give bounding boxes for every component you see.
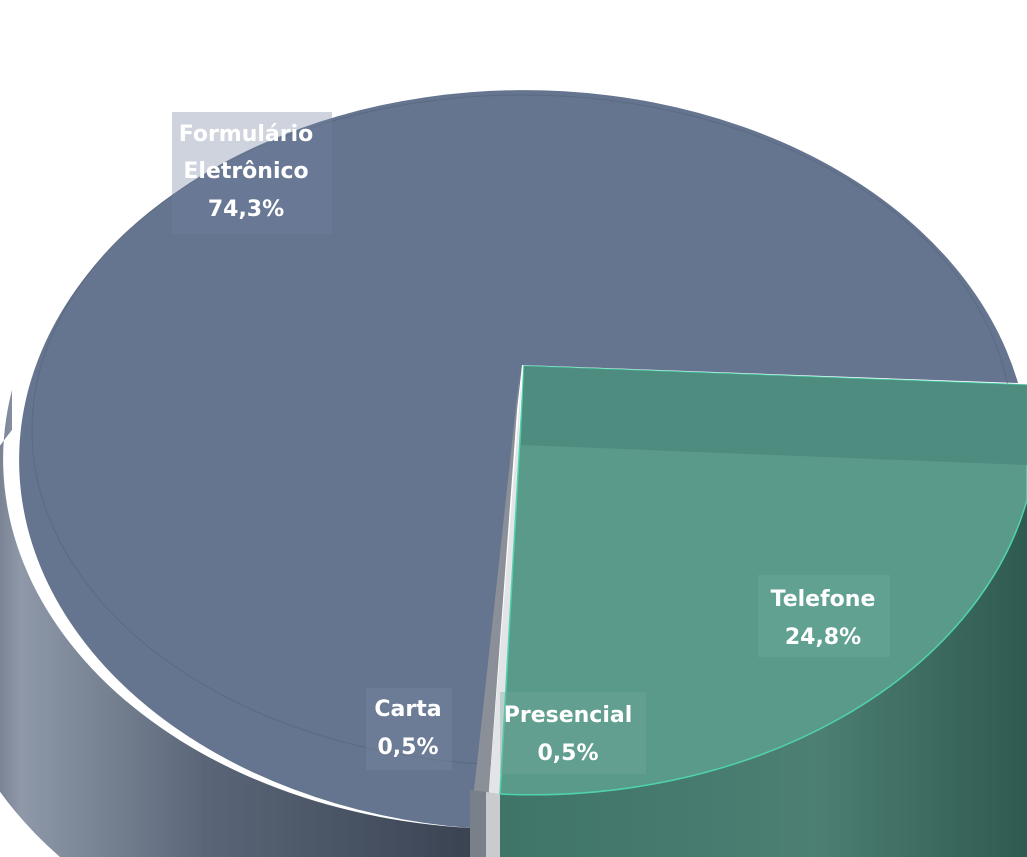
slice-telefone [499, 365, 1027, 796]
label-telefone-name: Telefone [771, 587, 876, 612]
slice-presencial [486, 370, 522, 832]
label-carta-name: Carta [374, 697, 441, 722]
label-presencial-percent: 0,5% [537, 741, 598, 766]
slice-telefone-side [500, 480, 1027, 857]
slice-carta [470, 370, 520, 830]
label-box-formulario [172, 112, 332, 234]
label-carta-percent: 0,5% [377, 735, 438, 760]
label-box-carta [366, 688, 452, 770]
label-formulario-line2: Eletrônico [183, 159, 308, 184]
label-formulario-line1: Formulário [179, 122, 314, 147]
slice-formulario [19, 90, 1018, 828]
slice-formulario-side [0, 390, 470, 857]
label-telefone-percent: 24,8% [785, 625, 861, 650]
label-formulario-percent: 74,3% [208, 197, 284, 222]
slice-carta-side [470, 790, 486, 857]
slice-telefone-band [521, 366, 1027, 465]
label-box-presencial [500, 692, 646, 774]
label-box-telefone [758, 575, 890, 657]
slice-presencial-side [486, 792, 500, 857]
label-presencial-name: Presencial [504, 703, 633, 728]
